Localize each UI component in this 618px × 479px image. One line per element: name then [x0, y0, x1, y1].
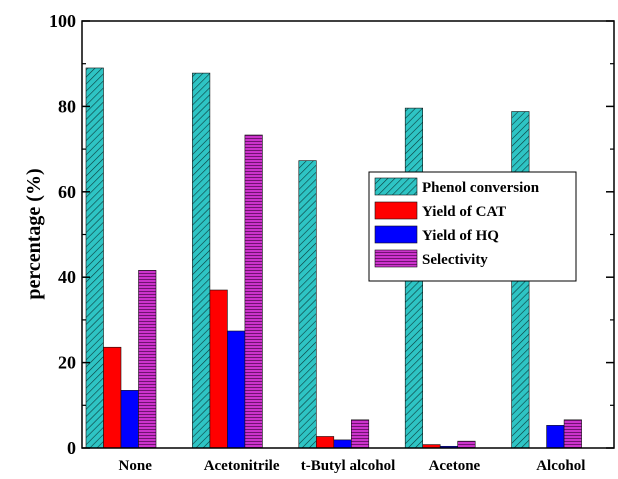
bar-selectivity-4 [563, 419, 582, 449]
bar-yield-of-hq-2 [333, 439, 352, 449]
x-tick-label: None [119, 458, 153, 474]
bar-selectivity-3 [457, 440, 476, 449]
legend-swatch [374, 225, 418, 244]
bar-yield-of-cat-2 [315, 436, 335, 449]
bar-yield-of-cat-0 [103, 346, 122, 449]
legend-label: Yield of CAT [422, 204, 506, 220]
bar-yield-of-cat-1 [209, 289, 228, 449]
bar-yield-of-hq-1 [227, 330, 246, 449]
y-axis-label: percentage (%) [23, 168, 45, 299]
bar-yield-of-hq-4 [546, 425, 565, 449]
y-tick-label: 60 [58, 182, 76, 202]
x-tick-label: Acetonitrile [204, 458, 280, 474]
legend-label: Selectivity [422, 252, 488, 268]
y-tick-label: 20 [58, 353, 76, 373]
bar-yield-of-hq-0 [120, 390, 139, 449]
y-tick-label: 80 [58, 96, 76, 116]
y-tick-label: 0 [67, 438, 76, 458]
legend-swatch [374, 249, 418, 268]
legend-swatch [374, 177, 418, 196]
x-tick-label: t-Butyl alcohol [301, 458, 396, 474]
legend: Phenol conversion Yield of CAT Yield of HQ… [368, 171, 577, 282]
bar-selectivity-1 [244, 134, 263, 449]
bar-selectivity-2 [350, 419, 370, 449]
y-axis: 0 20 40 60 80 100 [49, 11, 614, 458]
x-axis: None Acetonitrile t-Butyl alcohol Acetone Al… [119, 458, 586, 474]
bar-phenol-conversion-0 [85, 67, 104, 449]
legend-swatch [374, 201, 418, 220]
y-tick-label: 100 [49, 11, 76, 31]
bar-selectivity-0 [138, 270, 157, 449]
x-tick-label: Acetone [429, 458, 481, 474]
x-tick-label: Alcohol [536, 458, 585, 474]
legend-label: Yield of HQ [422, 228, 499, 244]
legend-label: Phenol conversion [422, 180, 540, 196]
bar-phenol-conversion-1 [192, 72, 211, 449]
y-tick-label: 40 [58, 267, 76, 287]
bar-phenol-conversion-2 [298, 160, 317, 449]
